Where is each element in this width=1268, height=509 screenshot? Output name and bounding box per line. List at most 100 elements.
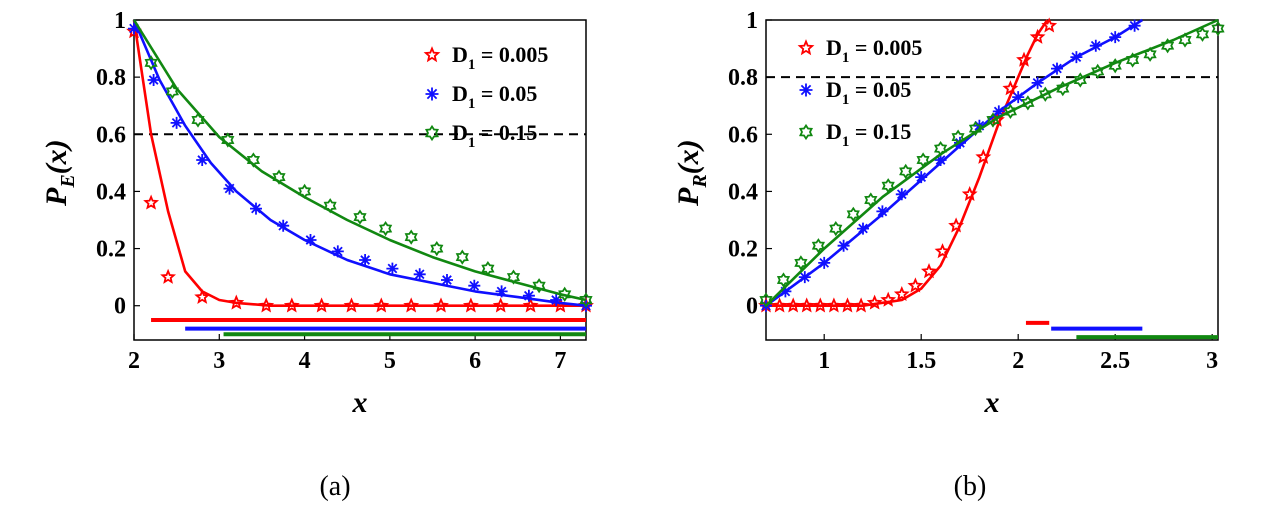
legend-label: D1 = 0.05	[826, 77, 911, 108]
data-point-blue	[779, 285, 792, 298]
data-point-blue	[1089, 39, 1102, 52]
axis-ticks-b: 1 1.5 2 2.5 3 0 0.2 0.4 0.6 0.8 1	[728, 8, 1218, 374]
y-tick-label: 1	[114, 8, 126, 34]
data-point-green	[986, 112, 1000, 128]
data-point-green	[881, 178, 895, 194]
data-point-red	[373, 297, 390, 313]
y-tick-label: 0	[114, 294, 126, 320]
data-point-green	[481, 261, 495, 277]
y-tick-label: 0.8	[96, 65, 126, 91]
data-point-blue	[386, 262, 399, 275]
data-point-green	[165, 83, 180, 99]
data-point-red	[1002, 80, 1019, 96]
data-point-blue	[250, 202, 262, 215]
data-point-green	[1073, 72, 1087, 88]
chart-marks-b	[758, 17, 1225, 340]
data-point-green	[579, 292, 593, 308]
data-point-blue	[934, 154, 947, 166]
data-point-red	[893, 285, 910, 301]
data-point-red	[160, 268, 177, 284]
data-point-blue	[147, 74, 160, 86]
y-tick-label: 0.6	[96, 122, 126, 148]
data-point-green	[951, 129, 965, 145]
data-point-green	[378, 221, 393, 237]
data-point-green	[1021, 95, 1035, 111]
data-point-blue	[304, 234, 317, 246]
y-tick-label: 0.2	[728, 237, 758, 263]
data-point-green	[1125, 52, 1140, 68]
data-point-blue	[550, 294, 563, 306]
data-point-green	[916, 152, 930, 168]
legend-label: D1 = 0.005	[452, 42, 548, 73]
y-axis-label-a: PE(x)	[40, 139, 79, 207]
data-point-red	[194, 288, 211, 304]
series-line-blue	[132, 19, 587, 307]
data-point-red	[228, 294, 245, 310]
data-point-green	[1091, 63, 1105, 79]
data-point-red	[403, 297, 420, 313]
x-tick-label: 5	[384, 348, 396, 374]
data-point-green	[404, 229, 418, 245]
plot-area-a	[133, 19, 587, 341]
data-point-red	[839, 297, 856, 313]
data-point-red	[853, 297, 870, 313]
data-point-blue	[1128, 19, 1141, 32]
data-point-red	[343, 297, 360, 313]
data-point-red	[492, 297, 509, 313]
legend-marker-blue	[799, 83, 813, 97]
data-point-green	[968, 121, 983, 137]
data-point-red	[522, 297, 539, 313]
data-point-red	[143, 194, 160, 210]
x-tick-label: 6	[469, 348, 481, 374]
legend-label: D1 = 0.15	[452, 120, 537, 151]
data-point-green	[829, 221, 843, 237]
legend-label: D1 = 0.15	[826, 119, 911, 150]
y-tick-label: 0.4	[96, 179, 126, 205]
data-point-green	[430, 241, 444, 257]
series-line-green	[132, 19, 587, 302]
data-point-green	[1038, 86, 1052, 102]
data-point-green	[811, 238, 826, 254]
data-point-red	[934, 243, 951, 259]
data-point-green	[323, 198, 337, 214]
legend-marker-green	[425, 124, 439, 142]
data-point-green	[846, 206, 860, 222]
data-point-blue	[876, 205, 889, 218]
series-line-red	[766, 19, 1049, 307]
data-point-blue	[1051, 62, 1063, 75]
legend-b: D1 = 0.005 D1 = 0.05 D1 = 0.15	[797, 35, 922, 150]
data-point-green	[191, 112, 205, 128]
x-axis-label-b: x	[984, 386, 1000, 419]
data-point-red	[812, 297, 829, 313]
y-tick-label: 0.6	[728, 122, 758, 148]
x-tick-label: 1	[818, 348, 830, 374]
x-tick-label: 3	[1206, 348, 1218, 374]
y-tick-label: 1	[746, 8, 758, 34]
data-point-green	[759, 292, 773, 308]
data-point-green	[899, 163, 913, 179]
data-point-blue	[128, 22, 140, 35]
data-point-blue	[915, 171, 928, 184]
data-point-green	[506, 269, 521, 285]
data-point-red	[961, 185, 978, 201]
data-point-green	[1003, 103, 1018, 119]
x-tick-label: 2	[1012, 348, 1024, 374]
data-point-red	[462, 297, 479, 313]
data-point-blue	[798, 271, 811, 284]
x-tick-label: 2	[128, 348, 140, 374]
x-tick-label: 2.5	[1100, 348, 1130, 374]
data-point-blue	[522, 289, 535, 302]
chart-marks-a	[126, 19, 594, 337]
legend-marker-red	[797, 39, 815, 56]
data-point-blue	[1012, 91, 1025, 104]
data-point-green	[144, 55, 158, 71]
data-point-green	[298, 183, 312, 199]
data-point-green	[776, 272, 791, 288]
x-tick-label: 1.5	[906, 348, 936, 374]
legend-marker-red	[423, 46, 441, 63]
data-point-red	[313, 297, 330, 313]
data-point-green	[1195, 26, 1210, 42]
data-point-red	[948, 217, 965, 233]
data-point-green	[1211, 21, 1225, 37]
data-point-green	[1143, 46, 1157, 62]
